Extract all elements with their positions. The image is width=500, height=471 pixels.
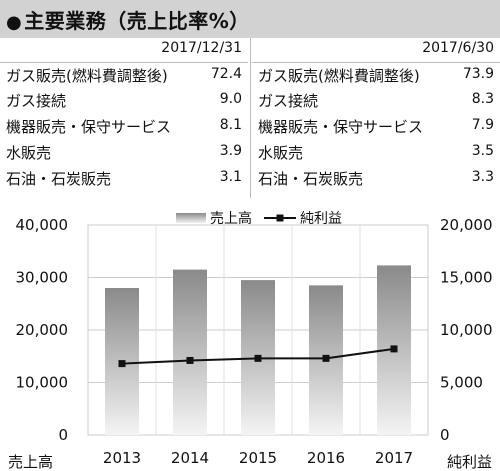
- row-value: 72.4: [210, 66, 242, 82]
- sales-profit-chart: 0 10,000 20,000 30,000 40,000 0 5,000 10,000 15,…: [8, 210, 493, 471]
- row-label: 石油・石炭販売: [6, 170, 112, 188]
- table-row: ガス販売(燃料費調整後) 73.9: [252, 62, 500, 87]
- row-label: 機器販売・保守サービス: [6, 118, 172, 136]
- y2-axis-title: 純利益: [447, 453, 492, 471]
- line-series: [118, 345, 398, 368]
- point-2015: [254, 354, 262, 362]
- y-tick-label: 30,000: [16, 269, 69, 287]
- row-value: 3.1: [219, 169, 242, 185]
- table-row: ガス接続 9.0: [0, 88, 248, 112]
- y2-tick-label: 0: [440, 426, 450, 444]
- row-value: 3.9: [219, 143, 242, 159]
- column-date: 2017/6/30: [422, 40, 494, 56]
- y-tick-label: 20,000: [16, 321, 69, 339]
- row-label: 水販売: [6, 144, 52, 162]
- row-label: 水販売: [258, 144, 304, 162]
- legend-line-marker: [276, 214, 284, 222]
- point-2017: [390, 345, 398, 353]
- y-axis-title: 売上高: [8, 453, 53, 471]
- x-tick-label: 2014: [171, 449, 209, 467]
- point-2016: [322, 354, 330, 362]
- bar-2014: [173, 269, 207, 435]
- y2-tick-label: 20,000: [440, 216, 493, 234]
- legend-line-label: 純利益: [300, 211, 342, 227]
- row-value: 9.0: [219, 91, 242, 107]
- row-label: ガス接続: [6, 92, 67, 110]
- row-value: 3.3: [471, 169, 494, 185]
- row-label: ガス販売(燃料費調整後): [6, 67, 168, 85]
- table-row: ガス販売(燃料費調整後) 72.4: [0, 62, 248, 87]
- row-value: 3.5: [471, 143, 494, 159]
- y-tick-label: 10,000: [16, 374, 69, 392]
- revenue-share-table: 2017/12/31 ガス販売(燃料費調整後) 72.4 ガス接続 9.0 機器…: [0, 38, 500, 198]
- row-value: 8.3: [471, 91, 494, 107]
- table-row: 石油・石炭販売 3.1: [0, 166, 248, 190]
- chart-axes: 0 10,000 20,000 30,000 40,000 0 5,000 10,000 15,…: [8, 216, 493, 471]
- y2-tick-label: 5,000: [440, 374, 483, 392]
- table-column-right: 2017/6/30 ガス販売(燃料費調整後) 73.9 ガス接続 8.3 機器販…: [252, 38, 500, 198]
- y-tick-label: 0: [58, 426, 68, 444]
- row-label: 石油・石炭販売: [258, 170, 364, 188]
- row-value: 73.9: [462, 66, 494, 82]
- table-row: 機器販売・保守サービス 7.9: [252, 114, 500, 138]
- section-title-text: 主要業務（売上比率%）: [24, 9, 250, 33]
- table-column-left: 2017/12/31 ガス販売(燃料費調整後) 72.4 ガス接続 9.0 機器…: [0, 38, 248, 198]
- row-value: 7.9: [471, 117, 494, 133]
- chart-legend: 売上高 純利益: [176, 210, 342, 227]
- column-date: 2017/12/31: [161, 40, 242, 56]
- bar-series: [105, 265, 411, 435]
- row-label: ガス接続: [258, 92, 319, 110]
- y2-tick-label: 15,000: [440, 269, 493, 287]
- y2-tick-label: 10,000: [440, 321, 493, 339]
- section-title: ● 主要業務（売上比率%）: [6, 5, 250, 34]
- legend-bar-swatch: [176, 213, 206, 223]
- point-2014: [186, 356, 194, 364]
- legend-bar-label: 売上高: [210, 210, 252, 227]
- table-row: 水販売 3.9: [0, 140, 248, 164]
- section-header: ● 主要業務（売上比率%）: [0, 0, 500, 38]
- table-row: 水販売 3.5: [252, 140, 500, 164]
- x-tick-label: 2016: [307, 449, 345, 467]
- row-label: ガス販売(燃料費調整後): [258, 67, 420, 85]
- y-tick-label: 40,000: [16, 216, 69, 234]
- x-tick-label: 2015: [239, 449, 277, 467]
- table-row: ガス接続 8.3: [252, 88, 500, 112]
- bullet-icon: ●: [6, 12, 23, 33]
- row-label: 機器販売・保守サービス: [258, 118, 424, 136]
- x-tick-label: 2013: [103, 449, 141, 467]
- point-2013: [118, 360, 126, 368]
- table-row: 石油・石炭販売 3.3: [252, 166, 500, 190]
- x-tick-label: 2017: [375, 449, 413, 467]
- table-row: 機器販売・保守サービス 8.1: [0, 114, 248, 138]
- column-divider: [250, 38, 251, 198]
- row-value: 8.1: [219, 117, 242, 133]
